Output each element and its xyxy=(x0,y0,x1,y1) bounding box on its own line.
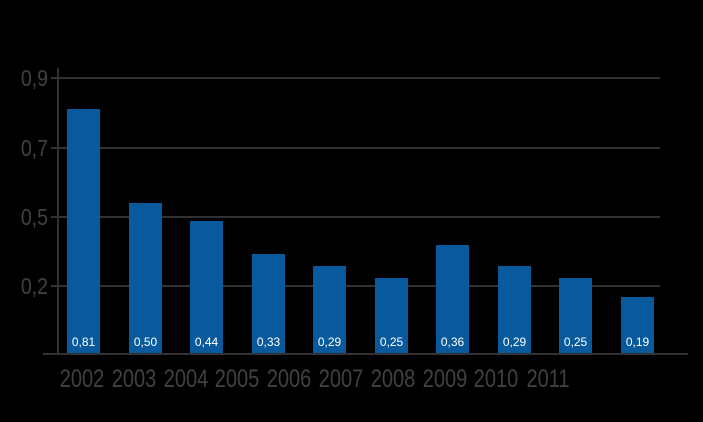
x-axis-tick-label-2006: 2006 xyxy=(266,365,312,393)
x-axis-tick-label-2010: 2010 xyxy=(473,365,519,393)
bar-value-label: 0,33 xyxy=(256,335,281,349)
bar-2003: 0,50 xyxy=(129,203,162,354)
bar-value-label: 0,50 xyxy=(133,335,158,349)
gridline xyxy=(51,77,660,79)
bar-2005: 0,33 xyxy=(252,254,285,354)
x-axis-line xyxy=(43,353,688,355)
bar-2011: 0,19 xyxy=(621,297,654,354)
x-axis-tick-label-2004: 2004 xyxy=(163,365,209,393)
x-axis-tick-label-2008: 2008 xyxy=(370,365,416,393)
x-axis-tick-label-2005: 2005 xyxy=(214,365,260,393)
gridline xyxy=(51,147,660,149)
bar-value-label: 0,19 xyxy=(625,335,650,349)
x-axis-tick-label-2002: 2002 xyxy=(59,365,105,393)
bar-value-label: 0,25 xyxy=(563,335,588,349)
x-axis-tick-label-2011: 2011 xyxy=(526,365,570,393)
bar-value-label: 0,36 xyxy=(440,335,465,349)
gridline xyxy=(51,216,660,218)
gridline xyxy=(51,285,660,287)
x-axis-tick-label-2007: 2007 xyxy=(318,365,364,393)
y-axis-tick-label: 0,7 xyxy=(20,135,48,161)
bar-value-label: 0,25 xyxy=(379,335,404,349)
y-axis-line xyxy=(57,68,59,355)
bar-2007: 0,25 xyxy=(375,278,408,354)
bar-2008: 0,36 xyxy=(436,245,469,354)
bar-2006: 0,29 xyxy=(313,266,346,354)
bar-value-label: 0,81 xyxy=(71,335,96,349)
bar-value-label: 0,44 xyxy=(194,335,219,349)
bar-2009: 0,29 xyxy=(498,266,531,354)
y-axis-tick-label: 0,2 xyxy=(20,273,48,299)
y-axis-tick-label: 0,5 xyxy=(20,204,48,230)
bar-2010: 0,25 xyxy=(559,278,592,354)
bar-value-label: 0,29 xyxy=(502,335,527,349)
y-axis-tick-label: 0,9 xyxy=(20,65,48,91)
x-axis-tick-label-2003: 2003 xyxy=(111,365,157,393)
x-axis-tick-label-2009: 2009 xyxy=(422,365,468,393)
bar-value-label: 0,29 xyxy=(317,335,342,349)
bar-2002: 0,81 xyxy=(67,109,100,354)
bar-2004: 0,44 xyxy=(190,221,223,354)
